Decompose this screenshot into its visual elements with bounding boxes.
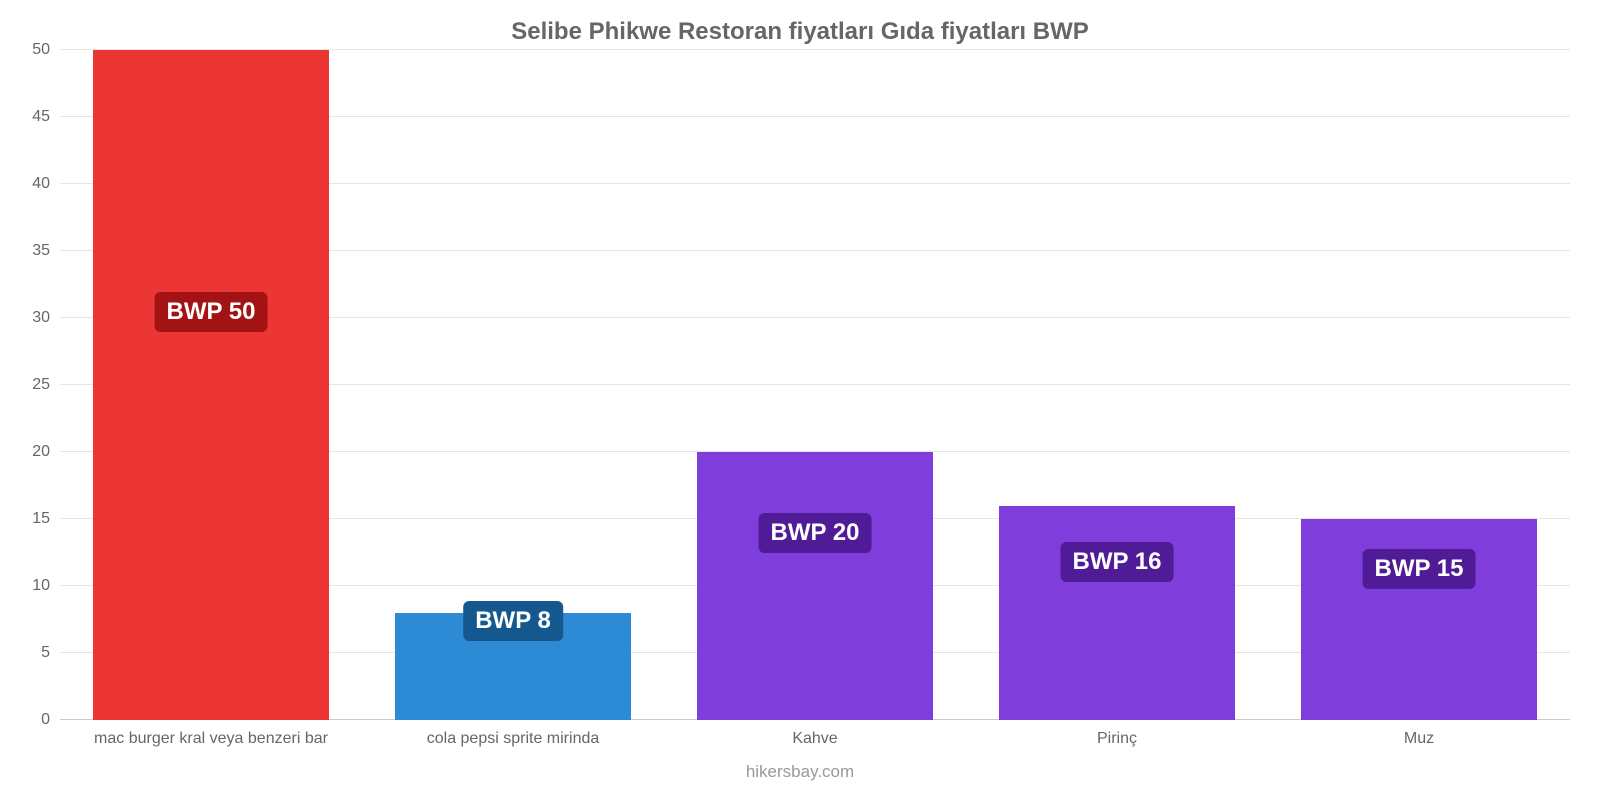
chart-container: Selibe Phikwe Restoran fiyatları Gıda fi… xyxy=(0,0,1600,800)
y-tick-label: 45 xyxy=(32,108,50,126)
y-tick-label: 15 xyxy=(32,510,50,528)
x-tick-label: mac burger kral veya benzeri bar xyxy=(94,730,328,748)
chart-title: Selibe Phikwe Restoran fiyatları Gıda fi… xyxy=(0,18,1600,46)
bar-value-label: BWP 20 xyxy=(759,513,872,553)
y-tick-label: 0 xyxy=(41,711,50,729)
bar xyxy=(697,452,933,720)
bar-value-label: BWP 50 xyxy=(155,292,268,332)
plot-area: 05101520253035404550BWP 50mac burger kra… xyxy=(60,50,1570,720)
x-tick-label: Pirinç xyxy=(1097,730,1137,748)
y-tick-label: 25 xyxy=(32,376,50,394)
y-tick-label: 40 xyxy=(32,175,50,193)
bar xyxy=(999,506,1235,720)
x-tick-label: Muz xyxy=(1404,730,1434,748)
y-tick-label: 5 xyxy=(41,644,50,662)
bar-value-label: BWP 8 xyxy=(463,601,563,641)
chart-footer: hikersbay.com xyxy=(0,762,1600,782)
bar-value-label: BWP 15 xyxy=(1363,549,1476,589)
y-tick-label: 10 xyxy=(32,577,50,595)
y-tick-label: 35 xyxy=(32,242,50,260)
bar xyxy=(93,50,329,720)
bar-value-label: BWP 16 xyxy=(1061,542,1174,582)
y-tick-label: 30 xyxy=(32,309,50,327)
x-tick-label: Kahve xyxy=(792,730,837,748)
y-tick-label: 50 xyxy=(32,41,50,59)
y-tick-label: 20 xyxy=(32,443,50,461)
x-tick-label: cola pepsi sprite mirinda xyxy=(427,730,600,748)
